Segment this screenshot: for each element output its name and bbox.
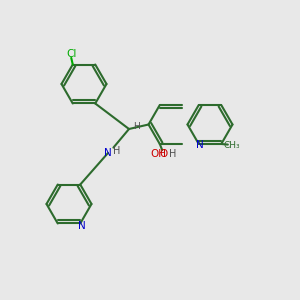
Text: H: H [133, 122, 140, 131]
Text: N: N [196, 140, 204, 151]
Text: Cl: Cl [66, 49, 76, 59]
Text: N: N [104, 148, 112, 158]
Text: O: O [159, 148, 167, 159]
Text: OH: OH [150, 148, 166, 159]
Text: H: H [169, 148, 177, 159]
Text: N: N [78, 221, 85, 231]
Text: H: H [113, 146, 120, 157]
Text: CH₃: CH₃ [224, 141, 240, 150]
